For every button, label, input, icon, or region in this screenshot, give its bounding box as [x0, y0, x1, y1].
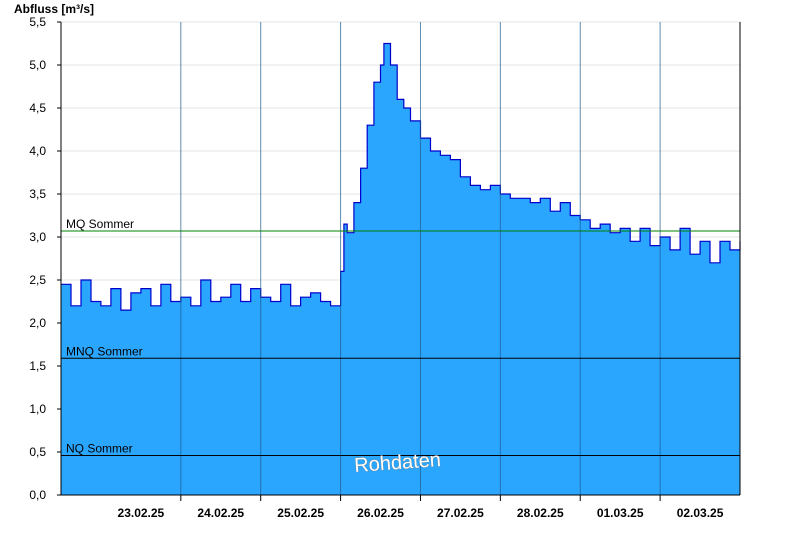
x-date-label: 01.03.25 — [597, 506, 644, 520]
y-tick-label: 4,0 — [29, 144, 46, 158]
y-tick-label: 1,5 — [29, 359, 46, 373]
y-tick-label: 0,0 — [29, 488, 46, 502]
reference-lines: MQ Sommer MNQ Sommer NQ Sommer — [61, 217, 740, 456]
discharge-series — [61, 42, 741, 495]
vertical-gridlines — [180, 22, 661, 495]
discharge-area — [61, 43, 740, 495]
reference-line-label: NQ Sommer — [66, 441, 133, 455]
x-date-label: 26.02.25 — [357, 506, 404, 520]
x-tick-labels: 23.02.25 24.02.25 25.02.25 26.02.25 27.02.25… — [118, 495, 724, 520]
y-tick-label: 3,5 — [29, 187, 46, 201]
y-tick-label: 2,0 — [29, 316, 46, 330]
axes — [60, 22, 741, 496]
y-axis-title: Abfluss [m³/s] — [14, 2, 94, 16]
y-tick-label: 3,0 — [29, 230, 46, 244]
x-date-label: 23.02.25 — [118, 506, 165, 520]
y-tick-label: 0,5 — [29, 445, 46, 459]
y-tick-labels: 0,0 0,5 1,0 1,5 2,0 2,5 3,0 3,5 4,0 4,5 5,0 5,5 — [29, 15, 61, 502]
x-date-label: 28.02.25 — [517, 506, 564, 520]
y-tick-label: 1,0 — [29, 402, 46, 416]
discharge-line — [61, 42, 741, 311]
x-date-label: 24.02.25 — [197, 506, 244, 520]
x-date-label: 02.03.25 — [677, 506, 724, 520]
reference-line-label: MNQ Sommer — [66, 344, 143, 358]
y-tick-label: 4,5 — [29, 101, 46, 115]
y-tick-label: 5,5 — [29, 15, 46, 29]
y-tick-label: 2,5 — [29, 273, 46, 287]
x-date-label: 27.02.25 — [437, 506, 484, 520]
reference-line-label: MQ Sommer — [66, 217, 134, 231]
x-date-label: 25.02.25 — [277, 506, 324, 520]
y-tick-label: 5,0 — [29, 58, 46, 72]
